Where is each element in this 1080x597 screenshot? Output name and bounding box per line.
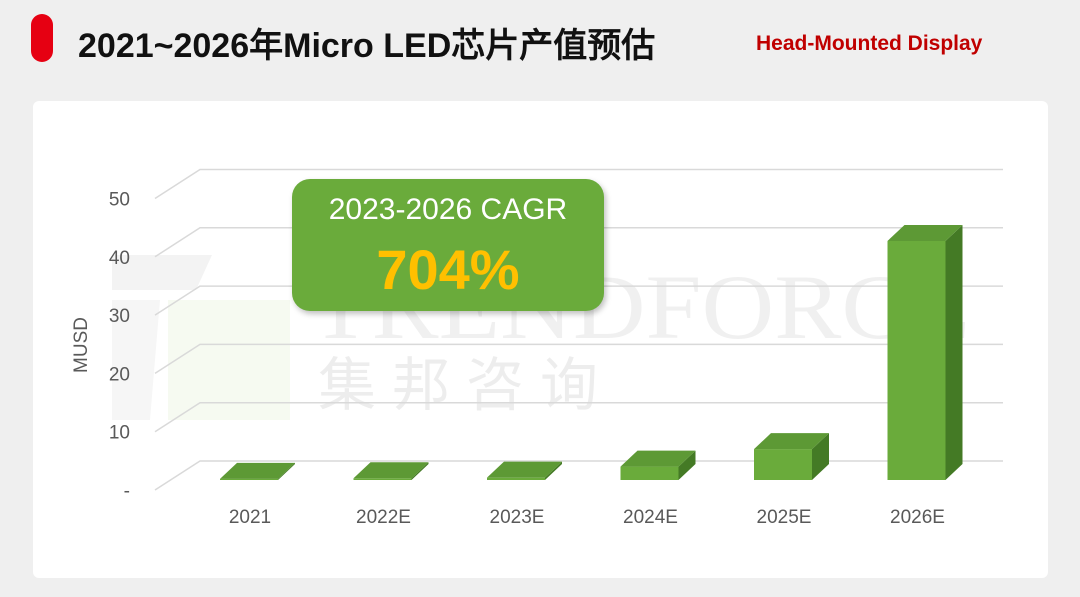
- y-axis: - 10 20 30 40 50: [109, 190, 130, 503]
- bar-top-2025E: [754, 433, 829, 450]
- chart-grid: [154, 168, 1003, 491]
- x-tick-label-2022E: 2022E: [356, 507, 411, 528]
- cagr-value: 704%: [376, 238, 520, 301]
- bar-front-2022E: [353, 478, 412, 480]
- y-tick-label-4: 40: [109, 248, 130, 269]
- bar-side-2023E: [545, 461, 562, 480]
- bar-2023E: [487, 461, 562, 480]
- x-axis: 2021 2022E 2023E 2024E 2025E 2026E: [229, 507, 945, 528]
- bar-front-2021: [220, 478, 278, 480]
- bar-top-2022E: [353, 462, 429, 479]
- bar-front-2023E: [487, 477, 545, 480]
- bar-front-2024E: [620, 466, 679, 480]
- trendforce-logo-icon: [112, 255, 290, 420]
- bar-side-2022E: [411, 462, 429, 480]
- y-tick-label-2: 20: [109, 364, 130, 385]
- bar-2021: [220, 462, 295, 480]
- bar-2022E: [353, 462, 429, 480]
- y-tick-label-5: 50: [109, 190, 130, 211]
- watermark-brand-cn: 集邦咨询: [318, 351, 614, 419]
- bar-top-2021: [220, 462, 295, 479]
- cagr-label: 2023-2026 CAGR: [328, 193, 568, 226]
- x-tick-label-2025E: 2025E: [757, 507, 812, 528]
- x-tick-label-2026E: 2026E: [890, 507, 945, 528]
- title-accent-bar: [31, 14, 53, 62]
- bar-top-2023E: [487, 461, 562, 478]
- gridline-5: [154, 168, 1003, 200]
- bar-front-2025E: [754, 449, 812, 480]
- x-tick-label-2021: 2021: [229, 507, 271, 528]
- bar-side-2025E: [812, 433, 829, 480]
- x-tick-label-2024E: 2024E: [623, 507, 678, 528]
- bar-2025E: [754, 433, 829, 480]
- bar-side-2024E: [678, 450, 696, 480]
- y-axis-label: MUSD: [71, 317, 92, 373]
- bar-top-2024E: [620, 450, 696, 467]
- bar-2024E: [620, 450, 696, 480]
- y-tick-label-1: 10: [109, 423, 130, 444]
- bar-2026E: [887, 224, 963, 480]
- x-tick-label-2023E: 2023E: [490, 507, 545, 528]
- bar-side-2021: [278, 462, 295, 480]
- bar-side-2026E: [945, 224, 963, 480]
- y-tick-label-0: -: [124, 481, 130, 502]
- gridline-1: [154, 401, 1003, 433]
- bars: [220, 224, 963, 480]
- page-subtitle: Head-Mounted Display: [756, 32, 983, 55]
- gridline-2: [154, 343, 1003, 375]
- bar-top-2026E: [887, 224, 963, 241]
- y-tick-label-3: 30: [109, 306, 130, 327]
- gridline-4: [154, 227, 1003, 258]
- header: 2021~2026年Micro LED芯片产值预估 Head-Mounted D…: [0, 0, 1080, 90]
- page-title: 2021~2026年Micro LED芯片产值预估: [78, 27, 656, 65]
- cagr-callout: 2023-2026 CAGR 704%: [292, 179, 604, 311]
- gridline-3: [154, 285, 1003, 316]
- gridline-0: [154, 460, 1003, 491]
- bar-front-2026E: [887, 240, 946, 480]
